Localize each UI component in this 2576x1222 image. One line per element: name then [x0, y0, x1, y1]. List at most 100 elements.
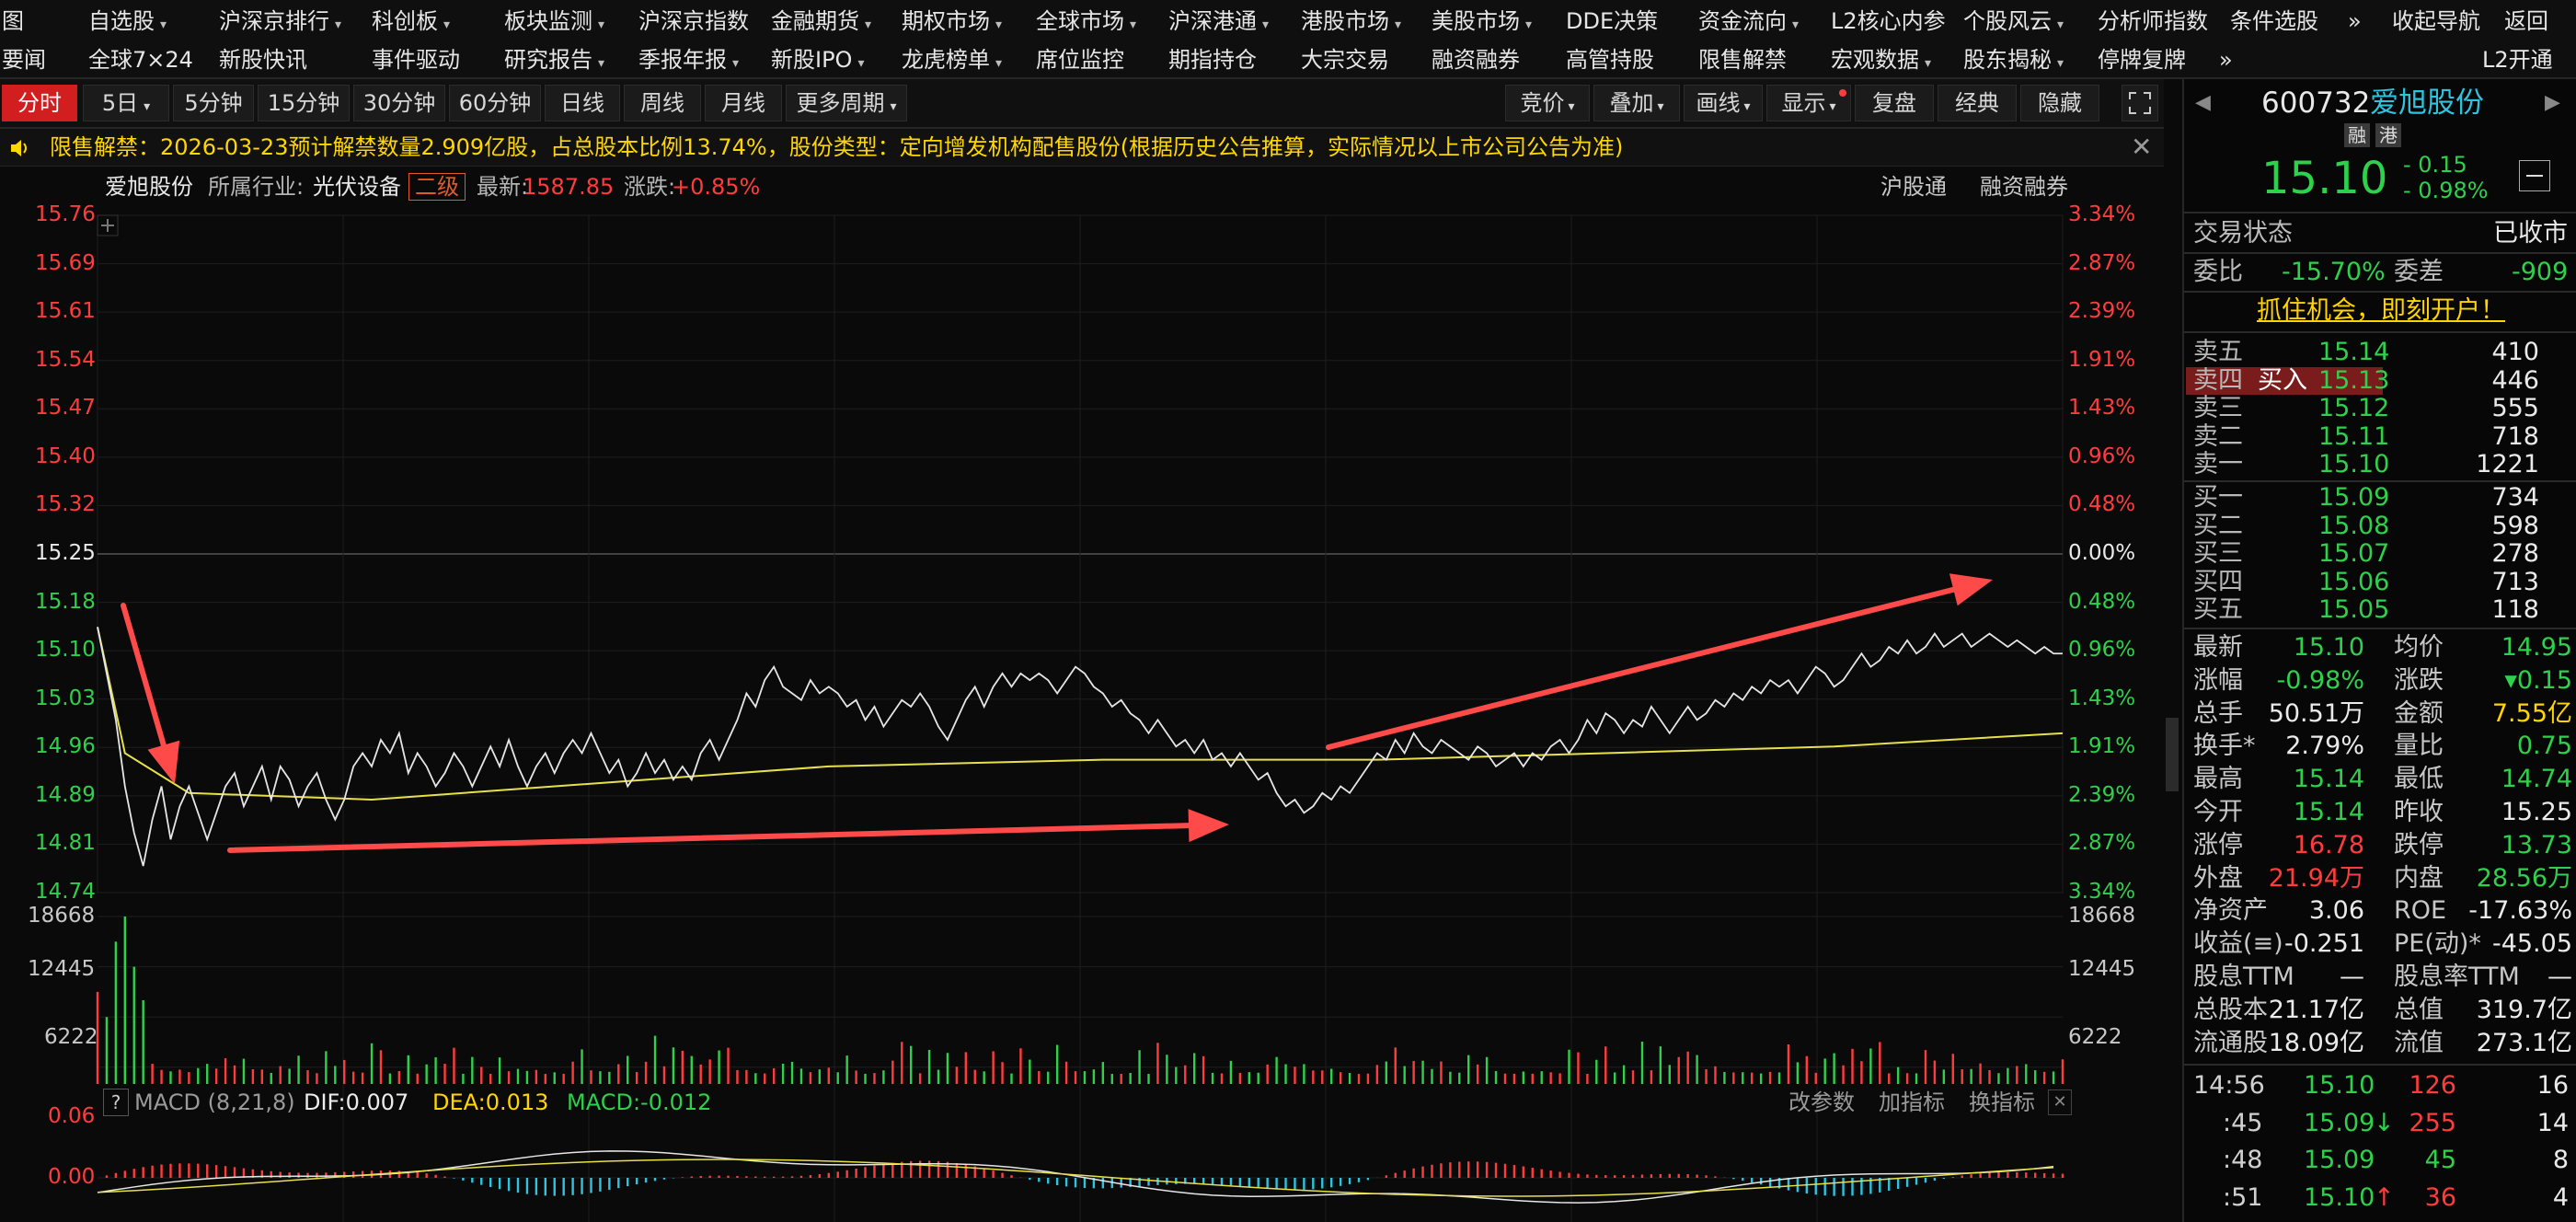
volume-bar: [416, 1073, 419, 1084]
menu-item[interactable]: 条件选股: [2230, 2, 2318, 40]
tool-button[interactable]: 经典: [1938, 85, 2017, 121]
menu-item[interactable]: »: [2219, 40, 2233, 79]
menu-item[interactable]: 研究报告 ▾: [504, 40, 604, 83]
margin-link[interactable]: 融资融券: [1980, 174, 2068, 200]
help-icon[interactable]: ?: [103, 1089, 129, 1116]
bid-row[interactable]: 买四 15.06 713: [2184, 568, 2576, 596]
menu-item[interactable]: 龙虎榜单 ▾: [902, 40, 1002, 83]
chevron-down-icon: ▾: [890, 99, 897, 114]
menu-item[interactable]: DDE决策: [1566, 2, 1658, 40]
ask-row[interactable]: 卖四 15.13 446 买入: [2184, 365, 2576, 395]
menu-item[interactable]: 股东揭秘 ▾: [1963, 40, 2064, 83]
edit-params-link[interactable]: 改参数: [1788, 1089, 1855, 1115]
period-tab[interactable]: 月线: [705, 85, 782, 121]
volume-bar: [718, 1050, 720, 1084]
menu-item[interactable]: »: [2348, 2, 2362, 40]
menu-item[interactable]: 图: [2, 2, 24, 40]
tool-button[interactable]: 竞价 ▾: [1505, 85, 1590, 121]
volume-bar: [1768, 1071, 1772, 1084]
intraday-chart[interactable]: [0, 206, 2164, 1222]
fullscreen-icon[interactable]: [2122, 85, 2158, 121]
menu-item[interactable]: 新股快讯: [219, 40, 307, 79]
bid-row[interactable]: 买三 15.07 278: [2184, 540, 2576, 568]
volume-bar: [1092, 1069, 1096, 1084]
menu-item[interactable]: 事件驱动: [372, 40, 460, 79]
ask-row[interactable]: 卖一 15.10 1221: [2184, 451, 2576, 478]
volume-bar: [799, 1068, 803, 1084]
tool-button[interactable]: 显示 ▾: [1766, 85, 1851, 121]
period-tab[interactable]: 更多周期 ▾: [786, 85, 907, 121]
volume-bar: [306, 1070, 309, 1084]
buy-button[interactable]: 买入: [2258, 365, 2307, 395]
stat-value: 7.55亿: [2491, 698, 2572, 728]
bid-row[interactable]: 买二 15.08 598: [2184, 512, 2576, 540]
industry-link[interactable]: 光伏设备: [313, 174, 401, 200]
menu-item[interactable]: 个股风云 ▾: [1963, 2, 2064, 44]
menu-item[interactable]: 板块监测 ▾: [504, 2, 604, 44]
menu-item[interactable]: 收起导航: [2392, 2, 2480, 40]
menu-item[interactable]: 分析师指数: [2098, 2, 2208, 40]
menu-item[interactable]: 金融期货 ▾: [771, 2, 871, 44]
period-tab[interactable]: 分时: [2, 85, 77, 121]
bid-row[interactable]: 买五 15.05 118: [2184, 596, 2576, 624]
menu-item[interactable]: 自选股 ▾: [88, 2, 167, 44]
switch-indicator-link[interactable]: 换指标: [1969, 1089, 2035, 1115]
menu-item[interactable]: 返回: [2504, 2, 2548, 40]
prev-stock-icon[interactable]: ◀: [2195, 91, 2211, 114]
menu-item[interactable]: 沪深港通 ▾: [1168, 2, 1269, 44]
volume-bar: [1860, 1061, 1863, 1084]
menu-item[interactable]: 期权市场 ▾: [902, 2, 1002, 44]
menu-item[interactable]: 限售解禁: [1698, 40, 1787, 79]
panel-toggle-handle[interactable]: [2166, 718, 2179, 791]
menu-item[interactable]: 全球市场 ▾: [1036, 2, 1136, 44]
add-indicator-link[interactable]: 加指标: [1879, 1089, 1945, 1115]
tool-button[interactable]: 画线 ▾: [1684, 85, 1763, 121]
menu-item[interactable]: 美股市场 ▾: [1432, 2, 1532, 44]
menu-item[interactable]: L2核心内参: [1831, 2, 1946, 40]
period-tab[interactable]: 日线: [545, 85, 620, 121]
menu-item[interactable]: 新股IPO ▾: [771, 40, 864, 83]
ask-row[interactable]: 卖三 15.12 555: [2184, 395, 2576, 422]
ask-row[interactable]: 卖五 15.14 410: [2184, 339, 2576, 366]
period-tab[interactable]: 5日 ▾: [83, 85, 169, 121]
menu-item[interactable]: 沪深京指数: [638, 2, 749, 40]
ask-row[interactable]: 卖二 15.11 718: [2184, 422, 2576, 451]
tool-button[interactable]: 隐藏: [2020, 85, 2099, 121]
tool-button[interactable]: 复盘: [1855, 85, 1934, 121]
hk-connect-link[interactable]: 沪股通: [1880, 174, 1947, 200]
period-tab[interactable]: 5分钟: [173, 85, 254, 121]
menu-item[interactable]: 全球7×24: [88, 40, 193, 79]
macd-bar: [151, 1165, 154, 1178]
menu-item[interactable]: 港股市场 ▾: [1301, 2, 1401, 44]
close-indicator-icon[interactable]: ✕: [2048, 1089, 2072, 1115]
menu-item[interactable]: 停牌复牌: [2098, 40, 2186, 79]
open-account-link[interactable]: 抓住机会，即刻开户！: [2257, 296, 2505, 325]
collapse-icon[interactable]: [2519, 160, 2550, 191]
menu-item[interactable]: 高管持股: [1566, 40, 1654, 79]
bid-row[interactable]: 买一 15.09 734: [2184, 484, 2576, 512]
next-stock-icon[interactable]: ▶: [2545, 91, 2560, 114]
stat-row: 涨幅 -0.98% 涨跌 ▾0.15: [2184, 664, 2576, 697]
stat-value: 15.14: [2293, 798, 2364, 826]
menu-item[interactable]: 宏观数据 ▾: [1831, 40, 1931, 83]
period-tab[interactable]: 30分钟: [353, 85, 445, 121]
menu-item[interactable]: 科创板 ▾: [372, 2, 450, 44]
menu-item[interactable]: L2开通: [2482, 40, 2553, 79]
period-tab[interactable]: 周线: [624, 85, 701, 121]
tick-count: 4: [2552, 1182, 2569, 1212]
menu-item[interactable]: 融资融券: [1432, 40, 1520, 79]
menu-item[interactable]: 要闻: [2, 40, 46, 79]
menu-item[interactable]: 席位监控: [1036, 40, 1124, 79]
menu-item[interactable]: 季报年报 ▾: [638, 40, 739, 83]
add-icon[interactable]: [97, 214, 119, 236]
tool-button[interactable]: 叠加 ▾: [1593, 85, 1680, 121]
menu-item[interactable]: 资金流向 ▾: [1698, 2, 1799, 44]
close-icon[interactable]: ✕: [2131, 132, 2153, 162]
menu-item[interactable]: 期指持仓: [1168, 40, 1257, 79]
volume-bar: [653, 1035, 657, 1084]
ask-label: 卖四: [2193, 365, 2243, 395]
period-tab[interactable]: 60分钟: [449, 85, 541, 121]
menu-item[interactable]: 沪深京排行 ▾: [219, 2, 341, 44]
menu-item[interactable]: 大宗交易: [1301, 40, 1389, 79]
period-tab[interactable]: 15分钟: [258, 85, 350, 121]
